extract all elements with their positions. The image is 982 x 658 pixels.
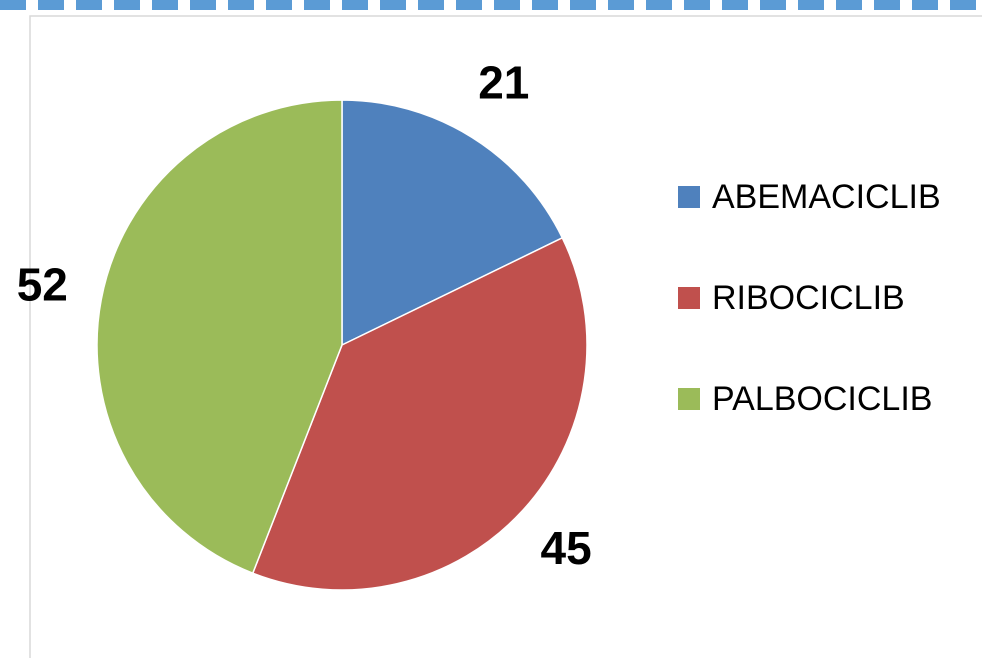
- pie-slice: [341, 99, 564, 347]
- data-label: 45: [541, 522, 592, 574]
- legend-label: RIBOCICLIB: [712, 279, 905, 317]
- legend-swatch: [678, 388, 700, 410]
- legend-swatch: [678, 287, 700, 309]
- legend: ABEMACICLIB RIBOCICLIB PALBOCICLIB: [678, 178, 941, 418]
- legend-swatch: [678, 186, 700, 208]
- legend-label: PALBOCICLIB: [712, 380, 932, 418]
- data-label: 52: [17, 259, 68, 311]
- legend-label: ABEMACICLIB: [712, 178, 941, 216]
- pie: 21 45 52: [17, 57, 592, 591]
- pie-slice: [251, 236, 588, 591]
- data-label: 21: [478, 57, 529, 109]
- pie-slice: [96, 99, 343, 575]
- chart-frame: [29, 15, 982, 658]
